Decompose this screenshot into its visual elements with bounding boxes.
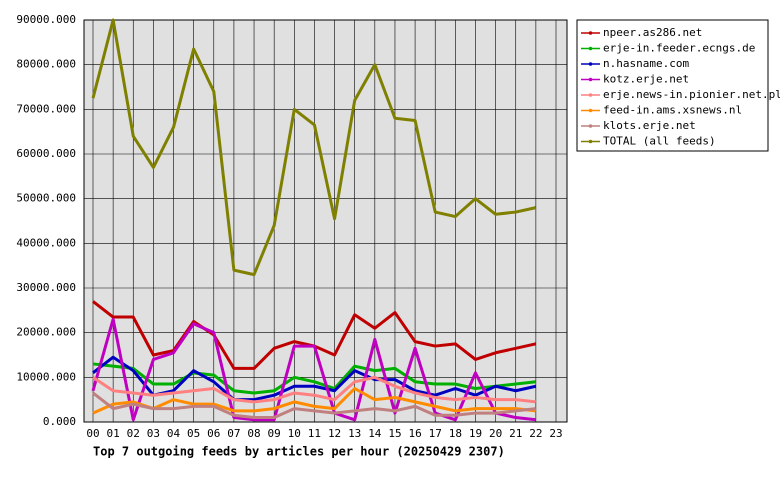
legend-marker	[588, 46, 593, 51]
legend-marker	[588, 93, 593, 97]
x-tick-label: 02	[127, 427, 140, 440]
x-tick-label: 18	[449, 427, 462, 440]
x-tick-label: 23	[549, 427, 562, 440]
x-tick-label: 06	[207, 427, 220, 440]
series-line	[92, 362, 537, 395]
x-tick-label: 13	[348, 427, 361, 440]
y-tick-label: 20000.000	[16, 326, 76, 339]
x-tick-label: 01	[107, 427, 120, 440]
x-tick-label: 07	[227, 427, 240, 440]
x-tick-label: 17	[429, 427, 442, 440]
y-tick-label: 50000.000	[16, 192, 76, 205]
series-line	[92, 391, 537, 420]
x-tick-label: 20	[489, 427, 502, 440]
chart-title: Top 7 outgoing feeds by articles per hou…	[93, 445, 505, 459]
legend-label: erje-in.feeder.ecngs.de	[603, 42, 755, 55]
y-tick-label: 90000.000	[16, 13, 76, 26]
legend-label: feed-in.ams.xsnews.nl	[603, 104, 742, 117]
x-tick-label: 19	[469, 427, 482, 440]
x-tick-label: 09	[268, 427, 281, 440]
legend-marker	[588, 139, 593, 144]
x-tick-label: 15	[388, 427, 401, 440]
y-tick-label: 70000.000	[16, 102, 76, 115]
x-tick-label: 05	[187, 427, 200, 440]
y-tick-label: 10000.000	[16, 370, 76, 383]
x-tick-label: 12	[328, 427, 341, 440]
x-tick-label: 03	[147, 427, 160, 440]
legend-label: kotz.erje.net	[603, 73, 689, 86]
legend-label: n.hasname.com	[603, 57, 689, 70]
y-tick-label: 0.000	[43, 415, 76, 428]
x-tick-label: 21	[509, 427, 522, 440]
series-line	[91, 317, 537, 422]
x-tick-label: 00	[86, 427, 99, 440]
legend-marker	[588, 62, 593, 66]
x-tick-label: 04	[167, 427, 181, 440]
legend-label: TOTAL (all feeds)	[603, 135, 716, 148]
x-tick-label: 14	[368, 427, 382, 440]
legend-label: npeer.as286.net	[603, 26, 702, 39]
legend-marker	[588, 124, 593, 128]
legend-label: klots.erje.net	[603, 119, 696, 132]
legend-marker	[588, 31, 593, 35]
legend-label: erje.news-in.pionier.net.pl	[603, 88, 780, 101]
y-tick-label: 60000.000	[16, 147, 76, 160]
y-tick-label: 30000.000	[16, 281, 76, 294]
x-tick-label: 08	[247, 427, 260, 440]
y-tick-label: 80000.000	[16, 58, 76, 71]
series-line	[92, 375, 537, 404]
legend-marker	[588, 108, 593, 113]
legend-marker	[588, 77, 593, 82]
x-tick-label: 22	[529, 427, 542, 440]
series-line	[92, 387, 537, 415]
x-tick-label: 11	[308, 427, 321, 440]
x-tick-label: 10	[288, 427, 301, 440]
legend-box	[576, 19, 769, 152]
y-tick-label: 40000.000	[16, 236, 76, 249]
x-tick-label: 16	[408, 427, 421, 440]
series-line	[91, 18, 537, 277]
plot-area	[83, 19, 568, 423]
